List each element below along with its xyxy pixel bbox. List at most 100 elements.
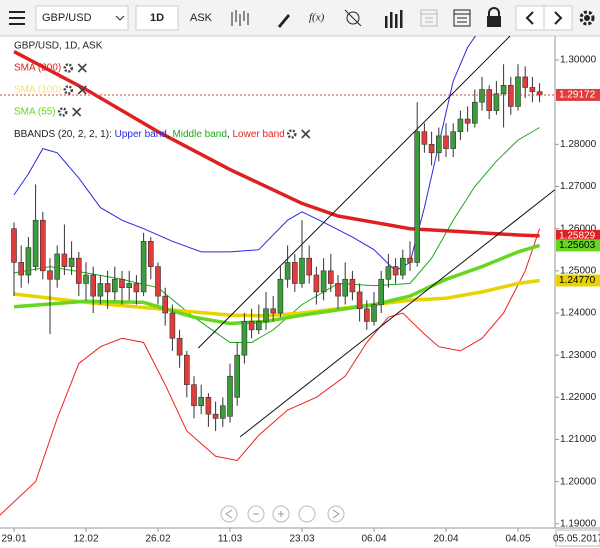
x-tick-label: 04.05 bbox=[505, 534, 530, 545]
candle-body bbox=[241, 321, 248, 356]
calendar-button[interactable] bbox=[420, 9, 438, 27]
price-tag bbox=[556, 88, 600, 101]
candle-body bbox=[299, 257, 305, 284]
legend-text: BBANDS (20, 2, 2, 1): bbox=[14, 129, 112, 140]
settings-icon[interactable] bbox=[57, 107, 68, 117]
x-tick-label: 26.02 bbox=[145, 534, 170, 545]
indicators-button[interactable]: f(x) bbox=[309, 12, 325, 24]
remove-icon[interactable] bbox=[77, 63, 87, 73]
scroll-right-button[interactable] bbox=[543, 5, 573, 31]
nav-right[interactable] bbox=[327, 505, 345, 523]
candle-body bbox=[291, 262, 298, 284]
candle-body bbox=[47, 270, 53, 280]
settings-icon[interactable] bbox=[287, 129, 297, 139]
lock-button[interactable] bbox=[487, 7, 501, 27]
symbol: GBP/USD bbox=[42, 12, 92, 24]
menu-button[interactable] bbox=[2, 6, 32, 30]
candle-body bbox=[176, 337, 183, 356]
symbol-select[interactable]: GBP/USD bbox=[35, 5, 129, 31]
y-tick-label: 1.27000 bbox=[560, 181, 597, 192]
candle-body bbox=[349, 278, 356, 293]
template-button[interactable] bbox=[453, 9, 471, 27]
toolbar: GBP/USD 1D ASK f(x) bbox=[0, 0, 600, 37]
price-tag bbox=[556, 239, 600, 252]
bband-line bbox=[0, 228, 541, 516]
draw-button[interactable] bbox=[278, 14, 290, 28]
candle-body bbox=[162, 295, 168, 314]
chart-title: GBP/USD, 1D, ASK bbox=[14, 41, 103, 52]
y-tick-label: 1.21000 bbox=[560, 434, 597, 445]
legend-entry: SMA (55) bbox=[14, 107, 56, 118]
candle-body bbox=[270, 308, 277, 314]
x-tick-label: 20.04 bbox=[433, 534, 458, 545]
candle-body bbox=[234, 354, 240, 398]
volume-button[interactable] bbox=[385, 10, 403, 28]
candle-body bbox=[248, 321, 255, 331]
candle-body bbox=[356, 291, 363, 310]
remove-icon[interactable] bbox=[77, 85, 87, 95]
candle-body bbox=[385, 266, 392, 280]
candle-body bbox=[327, 270, 334, 284]
price-tag-label: 1.25603 bbox=[559, 240, 596, 251]
candle-body bbox=[306, 257, 313, 276]
candle-body bbox=[32, 219, 39, 267]
candle-body bbox=[363, 308, 370, 322]
settings-button[interactable] bbox=[579, 10, 595, 26]
y-tick-label: 1.30000 bbox=[560, 55, 597, 66]
y-tick-label: 1.19000 bbox=[560, 518, 597, 529]
y-tick-label: 1.28000 bbox=[560, 139, 597, 150]
candle-body bbox=[421, 131, 428, 145]
candle-body bbox=[529, 87, 536, 92]
plot-area bbox=[0, 36, 555, 516]
candle-body bbox=[97, 283, 104, 297]
candle-body bbox=[313, 274, 320, 293]
candle-body bbox=[76, 257, 82, 284]
candle-body bbox=[39, 219, 46, 272]
legend-text: , bbox=[167, 129, 173, 140]
candle-body bbox=[500, 85, 507, 95]
nav-buttons bbox=[220, 505, 345, 523]
chart-type-button[interactable] bbox=[231, 10, 249, 26]
candle-body bbox=[435, 135, 442, 154]
candle-body bbox=[428, 144, 435, 154]
candle-body bbox=[371, 304, 377, 322]
arrow-left bbox=[525, 11, 534, 25]
candle-body bbox=[507, 85, 514, 107]
price-tag bbox=[556, 229, 600, 242]
y-tick-label: 1.23000 bbox=[560, 350, 597, 361]
candle-body bbox=[140, 241, 147, 293]
arrow-right bbox=[554, 11, 563, 25]
candle-body bbox=[443, 135, 449, 149]
candle-body bbox=[457, 118, 464, 133]
candle-body bbox=[320, 270, 327, 293]
zoom-reset[interactable] bbox=[298, 505, 316, 523]
side-select[interactable]: ASK bbox=[182, 6, 222, 30]
settings-icon[interactable] bbox=[63, 63, 73, 73]
price-tag-label: 1.24770 bbox=[559, 275, 596, 286]
candle-body bbox=[148, 241, 154, 267]
scroll-left-button[interactable] bbox=[515, 5, 545, 31]
remove-icon[interactable] bbox=[301, 129, 311, 139]
candle-body bbox=[54, 253, 61, 280]
candle-body bbox=[450, 131, 457, 149]
candle-body bbox=[220, 405, 226, 419]
candle-body bbox=[83, 274, 89, 284]
remove-icon[interactable] bbox=[72, 107, 82, 117]
candle-body bbox=[227, 375, 233, 417]
candle-body bbox=[155, 266, 161, 297]
candle-body bbox=[486, 89, 493, 111]
legend-text: , bbox=[227, 129, 233, 140]
nav-left[interactable] bbox=[220, 505, 238, 523]
trend-line bbox=[197, 36, 511, 349]
candle-body bbox=[11, 228, 17, 263]
interval-select[interactable]: 1D bbox=[135, 5, 179, 31]
fx: f(x) bbox=[309, 12, 325, 24]
candle-body bbox=[18, 262, 25, 276]
candle-body bbox=[414, 131, 421, 263]
crosshair-button[interactable] bbox=[344, 9, 362, 27]
candle-body bbox=[277, 278, 284, 314]
settings-icon[interactable] bbox=[63, 85, 73, 95]
y-tick-label: 1.22000 bbox=[560, 392, 597, 403]
price-tag-label: 1.29172 bbox=[559, 90, 596, 101]
